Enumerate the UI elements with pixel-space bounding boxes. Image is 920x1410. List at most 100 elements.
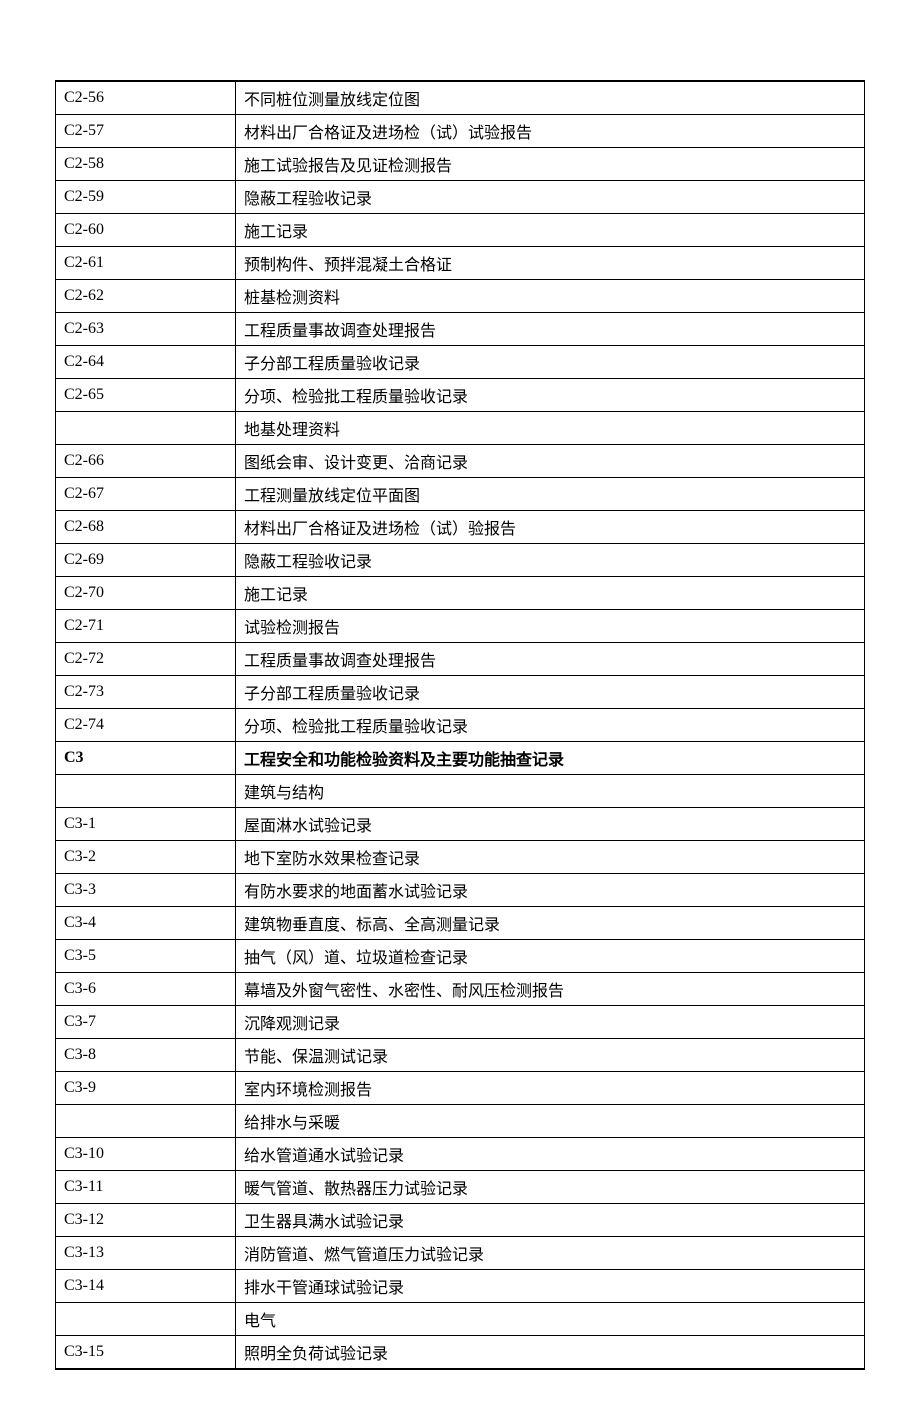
description-cell: 地基处理资料 (236, 412, 865, 445)
table-row: C3-13消防管道、燃气管道压力试验记录 (56, 1237, 865, 1270)
description-cell: 子分部工程质量验收记录 (236, 676, 865, 709)
code-cell: C2-68 (56, 511, 236, 544)
description-cell: 不同桩位测量放线定位图 (236, 81, 865, 115)
code-cell: C2-69 (56, 544, 236, 577)
code-cell: C2-66 (56, 445, 236, 478)
description-cell: 图纸会审、设计变更、洽商记录 (236, 445, 865, 478)
code-cell: C3-9 (56, 1072, 236, 1105)
table-row: C3-10给水管道通水试验记录 (56, 1138, 865, 1171)
table-row: C2-59隐蔽工程验收记录 (56, 181, 865, 214)
table-row: C3-11暖气管道、散热器压力试验记录 (56, 1171, 865, 1204)
table-row: C3-6幕墙及外窗气密性、水密性、耐风压检测报告 (56, 973, 865, 1006)
description-cell: 电气 (236, 1303, 865, 1336)
description-cell: 建筑物垂直度、标高、全高测量记录 (236, 907, 865, 940)
description-cell: 隐蔽工程验收记录 (236, 544, 865, 577)
code-cell: C2-73 (56, 676, 236, 709)
description-cell: 室内环境检测报告 (236, 1072, 865, 1105)
table-row: C2-56不同桩位测量放线定位图 (56, 81, 865, 115)
table-row: C2-72工程质量事故调查处理报告 (56, 643, 865, 676)
description-cell: 排水干管通球试验记录 (236, 1270, 865, 1303)
description-cell: 隐蔽工程验收记录 (236, 181, 865, 214)
description-cell: 幕墙及外窗气密性、水密性、耐风压检测报告 (236, 973, 865, 1006)
code-cell: C2-60 (56, 214, 236, 247)
code-cell: C3-8 (56, 1039, 236, 1072)
code-cell: C3-10 (56, 1138, 236, 1171)
description-cell: 沉降观测记录 (236, 1006, 865, 1039)
code-cell: C3-1 (56, 808, 236, 841)
description-cell: 建筑与结构 (236, 775, 865, 808)
code-cell: C3-13 (56, 1237, 236, 1270)
description-cell: 材料出厂合格证及进场检（试）试验报告 (236, 115, 865, 148)
table-row: C2-64子分部工程质量验收记录 (56, 346, 865, 379)
table-row: C2-73子分部工程质量验收记录 (56, 676, 865, 709)
code-cell: C3 (56, 742, 236, 775)
table-row: C2-68材料出厂合格证及进场检（试）验报告 (56, 511, 865, 544)
table-row: 地基处理资料 (56, 412, 865, 445)
description-cell: 工程测量放线定位平面图 (236, 478, 865, 511)
code-cell: C3-2 (56, 841, 236, 874)
code-cell: C2-57 (56, 115, 236, 148)
code-cell (56, 775, 236, 808)
description-cell: 消防管道、燃气管道压力试验记录 (236, 1237, 865, 1270)
code-cell: C2-56 (56, 81, 236, 115)
description-cell: 施工记录 (236, 214, 865, 247)
code-cell: C3-3 (56, 874, 236, 907)
table-row: C2-69隐蔽工程验收记录 (56, 544, 865, 577)
table-row: C3-1屋面淋水试验记录 (56, 808, 865, 841)
table-row: C3-14排水干管通球试验记录 (56, 1270, 865, 1303)
description-cell: 预制构件、预拌混凝土合格证 (236, 247, 865, 280)
description-cell: 分项、检验批工程质量验收记录 (236, 709, 865, 742)
code-cell: C3-4 (56, 907, 236, 940)
table-row: C2-65分项、检验批工程质量验收记录 (56, 379, 865, 412)
code-cell: C2-71 (56, 610, 236, 643)
description-cell: 有防水要求的地面蓄水试验记录 (236, 874, 865, 907)
code-cell: C2-59 (56, 181, 236, 214)
table-row: C3-8节能、保温测试记录 (56, 1039, 865, 1072)
description-cell: 工程质量事故调查处理报告 (236, 643, 865, 676)
table-row: C3-9室内环境检测报告 (56, 1072, 865, 1105)
table-row: C3-4建筑物垂直度、标高、全高测量记录 (56, 907, 865, 940)
description-cell: 材料出厂合格证及进场检（试）验报告 (236, 511, 865, 544)
table-row: C3-3有防水要求的地面蓄水试验记录 (56, 874, 865, 907)
code-cell: C3-11 (56, 1171, 236, 1204)
table-row: C3-7沉降观测记录 (56, 1006, 865, 1039)
code-cell: C2-72 (56, 643, 236, 676)
code-cell: C3-14 (56, 1270, 236, 1303)
table-row: C2-71试验检测报告 (56, 610, 865, 643)
table-body: C2-56不同桩位测量放线定位图C2-57材料出厂合格证及进场检（试）试验报告C… (56, 81, 865, 1369)
table-row: C2-58施工试验报告及见证检测报告 (56, 148, 865, 181)
document-table: C2-56不同桩位测量放线定位图C2-57材料出厂合格证及进场检（试）试验报告C… (55, 80, 865, 1370)
description-cell: 节能、保温测试记录 (236, 1039, 865, 1072)
table-row: 电气 (56, 1303, 865, 1336)
table-row: C2-74分项、检验批工程质量验收记录 (56, 709, 865, 742)
table-row: 给排水与采暖 (56, 1105, 865, 1138)
table-row: C3工程安全和功能检验资料及主要功能抽查记录 (56, 742, 865, 775)
code-cell (56, 1303, 236, 1336)
code-cell: C2-65 (56, 379, 236, 412)
description-cell: 工程安全和功能检验资料及主要功能抽查记录 (236, 742, 865, 775)
code-cell: C2-58 (56, 148, 236, 181)
table-row: C2-63工程质量事故调查处理报告 (56, 313, 865, 346)
table-row: C2-62桩基检测资料 (56, 280, 865, 313)
table-row: C2-57材料出厂合格证及进场检（试）试验报告 (56, 115, 865, 148)
description-cell: 施工记录 (236, 577, 865, 610)
description-cell: 抽气（风）道、垃圾道检查记录 (236, 940, 865, 973)
code-cell: C3-7 (56, 1006, 236, 1039)
description-cell: 给排水与采暖 (236, 1105, 865, 1138)
code-cell: C2-67 (56, 478, 236, 511)
table-row: C3-2地下室防水效果检查记录 (56, 841, 865, 874)
code-cell: C3-12 (56, 1204, 236, 1237)
description-cell: 卫生器具满水试验记录 (236, 1204, 865, 1237)
table-row: C3-12卫生器具满水试验记录 (56, 1204, 865, 1237)
code-cell: C2-74 (56, 709, 236, 742)
description-cell: 施工试验报告及见证检测报告 (236, 148, 865, 181)
table-row: C3-5抽气（风）道、垃圾道检查记录 (56, 940, 865, 973)
code-cell: C2-70 (56, 577, 236, 610)
table-row: C3-15照明全负荷试验记录 (56, 1336, 865, 1370)
description-cell: 子分部工程质量验收记录 (236, 346, 865, 379)
code-cell: C3-6 (56, 973, 236, 1006)
code-cell (56, 1105, 236, 1138)
description-cell: 屋面淋水试验记录 (236, 808, 865, 841)
description-cell: 桩基检测资料 (236, 280, 865, 313)
description-cell: 给水管道通水试验记录 (236, 1138, 865, 1171)
